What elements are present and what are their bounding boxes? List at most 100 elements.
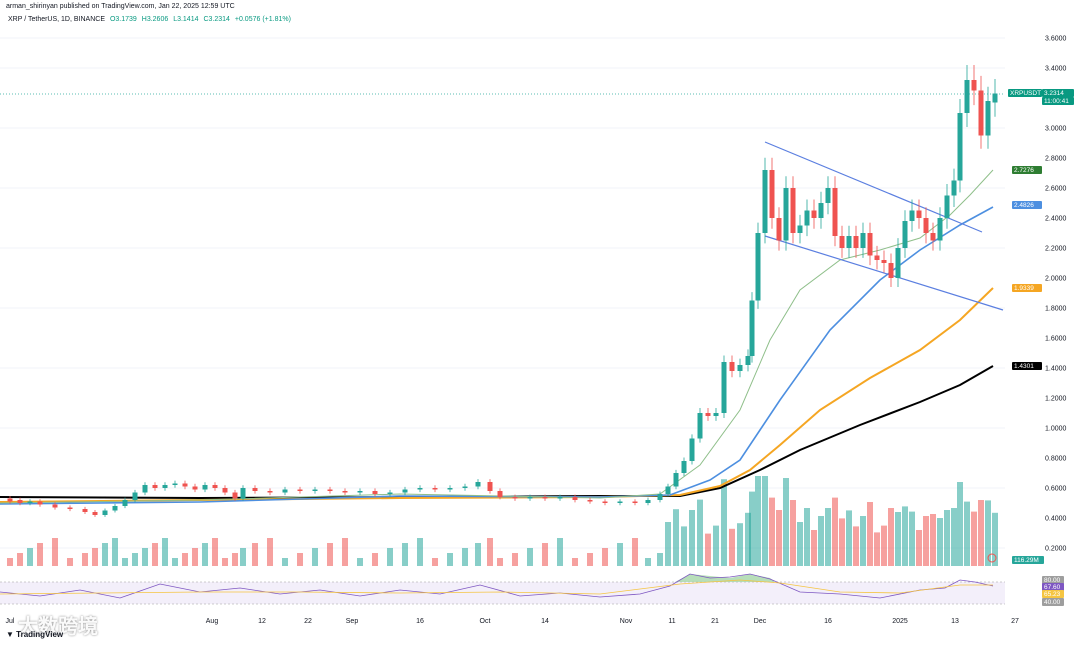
candle — [776, 207, 782, 251]
time-tick-label: Sep — [346, 618, 359, 625]
candle — [951, 168, 957, 207]
price-badge: 40.00 — [1042, 598, 1064, 606]
volume-bar — [152, 543, 158, 566]
candle — [212, 482, 218, 491]
price-badge: 65.23 — [1042, 590, 1064, 598]
candle — [487, 479, 493, 494]
volume-bar — [769, 497, 775, 566]
candle — [232, 489, 238, 501]
candle — [132, 489, 138, 503]
price-tick-label: 3.4000 — [1045, 66, 1067, 73]
volume-bar — [689, 510, 695, 566]
candle — [839, 225, 845, 258]
volume-bar — [252, 543, 258, 566]
candle — [937, 207, 943, 251]
time-tick-label: 2025 — [892, 618, 908, 625]
volume-bar — [853, 526, 859, 566]
volume-bar — [888, 508, 894, 566]
svg-text:XRPUSDT: XRPUSDT — [1010, 90, 1041, 97]
candle — [527, 494, 533, 501]
time-axis[interactable]: Jul Aug 12 22 Sep 16 Oct 14 Nov 11 21 Dec 16 2025 13 27 — [6, 618, 1019, 625]
candle — [27, 499, 33, 506]
price-badge: 80.00 — [1042, 576, 1064, 584]
candle — [327, 486, 333, 494]
candle — [7, 496, 13, 504]
volume-bar — [909, 511, 915, 566]
trendline-upper — [764, 141, 983, 233]
volume-bar — [527, 548, 533, 566]
volume-bar — [657, 553, 663, 566]
candle — [874, 245, 880, 270]
price-badge: 1.4301 — [1012, 362, 1042, 370]
candle — [790, 176, 796, 244]
time-tick-label: 21 — [711, 618, 719, 625]
volume-bar — [825, 508, 831, 566]
candle — [818, 191, 824, 229]
candle — [52, 502, 58, 510]
volume-bar — [673, 509, 679, 566]
time-tick-label: 16 — [416, 618, 424, 625]
svg-text:3.2314: 3.2314 — [1044, 90, 1064, 97]
volume-bar — [222, 558, 228, 566]
price-badge: 1.9339 — [1012, 284, 1042, 292]
candle — [697, 408, 703, 443]
candle — [729, 355, 735, 378]
grid — [0, 37, 1005, 549]
publish-header: arman_shirinyan published on TradingView… — [6, 3, 235, 10]
candle — [447, 485, 453, 493]
volume-bar — [27, 548, 33, 566]
candle — [462, 483, 468, 491]
candle — [282, 486, 288, 496]
volume-bar — [867, 502, 873, 566]
candle — [387, 489, 393, 497]
symbol-label[interactable]: XRP / TetherUS, 1D, BINANCE — [8, 16, 105, 23]
candle — [853, 225, 859, 258]
volume-bar — [172, 558, 178, 566]
candle — [832, 176, 838, 247]
price-badge: 2.7276 — [1012, 166, 1042, 174]
price-tick-label: 2.4000 — [1045, 216, 1067, 223]
volume-bar — [297, 553, 303, 566]
candle — [92, 510, 98, 517]
candle — [162, 482, 168, 491]
price-badge: 2.4826 — [1012, 201, 1042, 209]
volume-bar — [964, 501, 970, 566]
time-tick-label: 16 — [824, 618, 832, 625]
candle — [964, 65, 970, 127]
volume-bar — [818, 516, 824, 566]
volume-bar — [745, 512, 751, 566]
volume-bar — [82, 553, 88, 566]
candle — [657, 491, 663, 503]
price-axis[interactable]: 3.60003.40003.20003.00002.80002.60002.40… — [1045, 36, 1067, 553]
volume-bar — [895, 512, 901, 566]
candle — [512, 494, 518, 501]
volume-bar — [432, 558, 438, 566]
candle — [673, 469, 679, 490]
candle — [172, 480, 178, 488]
symbol-legend: XRP / TetherUS, 1D, BINANCE O3.1739 H3.2… — [8, 16, 291, 23]
price-badge: 67.60 — [1042, 583, 1064, 591]
volume-bar — [240, 548, 246, 566]
volume-bar — [713, 525, 719, 566]
candle — [297, 486, 303, 494]
time-tick-label: Aug — [206, 618, 219, 625]
ema200-line — [0, 365, 994, 500]
price-tick-label: 2.2000 — [1045, 246, 1067, 253]
candle — [783, 176, 789, 251]
price-tick-label: 1.8000 — [1045, 306, 1067, 313]
volume-bar — [874, 532, 880, 566]
volume-bar — [132, 553, 138, 566]
gear-icon[interactable] — [987, 553, 997, 563]
candle — [689, 434, 695, 465]
volume-bar — [881, 525, 887, 566]
time-tick-label: Nov — [620, 618, 633, 625]
candle — [957, 99, 963, 193]
candle — [372, 488, 378, 497]
volume-bar — [37, 543, 43, 566]
candle — [888, 253, 894, 287]
svg-text:65.23: 65.23 — [1044, 591, 1061, 598]
volume-bar — [232, 553, 238, 566]
volume-bar — [681, 526, 687, 566]
